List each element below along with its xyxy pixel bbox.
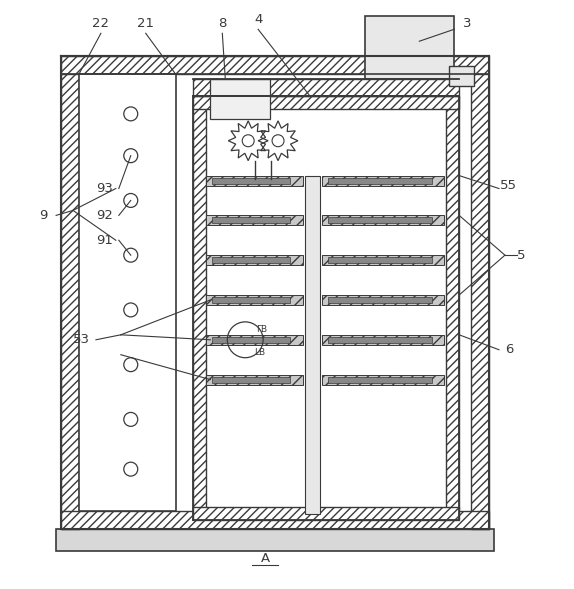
Text: 55: 55 — [501, 179, 517, 192]
Bar — [207, 216, 303, 226]
Bar — [322, 375, 444, 385]
Text: 53: 53 — [72, 333, 90, 346]
Bar — [193, 96, 207, 509]
Bar — [322, 335, 444, 345]
Bar — [56, 529, 494, 551]
Text: A: A — [261, 552, 270, 565]
Bar — [328, 337, 432, 343]
Text: 5: 5 — [517, 249, 525, 262]
Bar — [207, 375, 303, 385]
Text: LB: LB — [254, 348, 265, 357]
Bar — [328, 297, 432, 303]
Bar — [79, 74, 176, 511]
Bar — [322, 255, 444, 265]
Bar — [212, 177, 290, 184]
Bar — [207, 176, 303, 186]
Bar — [328, 217, 432, 223]
Bar — [305, 176, 320, 514]
Bar — [207, 255, 303, 265]
Text: 3: 3 — [463, 17, 471, 30]
Bar — [61, 56, 489, 74]
Bar — [212, 376, 290, 383]
Bar — [364, 16, 454, 79]
Bar — [328, 177, 432, 184]
Text: 9: 9 — [39, 209, 48, 222]
Bar — [212, 337, 290, 343]
Bar — [207, 335, 303, 345]
Text: ΓB: ΓB — [256, 325, 267, 335]
Bar — [61, 74, 79, 529]
Bar — [322, 216, 444, 226]
Bar — [449, 66, 474, 86]
Text: 8: 8 — [218, 17, 227, 30]
Text: 92: 92 — [96, 209, 113, 222]
Bar — [193, 96, 459, 109]
Bar — [61, 511, 489, 529]
Bar — [322, 176, 444, 186]
Bar — [212, 297, 290, 303]
Bar — [193, 79, 459, 96]
Bar — [446, 96, 459, 509]
Bar — [328, 376, 432, 383]
Bar — [322, 295, 444, 305]
Text: 93: 93 — [96, 182, 113, 195]
Bar — [193, 507, 459, 520]
Text: 21: 21 — [137, 17, 154, 30]
Text: 6: 6 — [505, 343, 513, 356]
Bar — [211, 79, 270, 119]
Bar — [207, 295, 303, 305]
Bar — [471, 74, 489, 529]
Bar — [212, 257, 290, 263]
Text: 4: 4 — [254, 13, 262, 26]
Text: 22: 22 — [92, 17, 110, 30]
Text: 91: 91 — [96, 234, 113, 247]
Bar — [328, 257, 432, 263]
Bar — [212, 217, 290, 223]
